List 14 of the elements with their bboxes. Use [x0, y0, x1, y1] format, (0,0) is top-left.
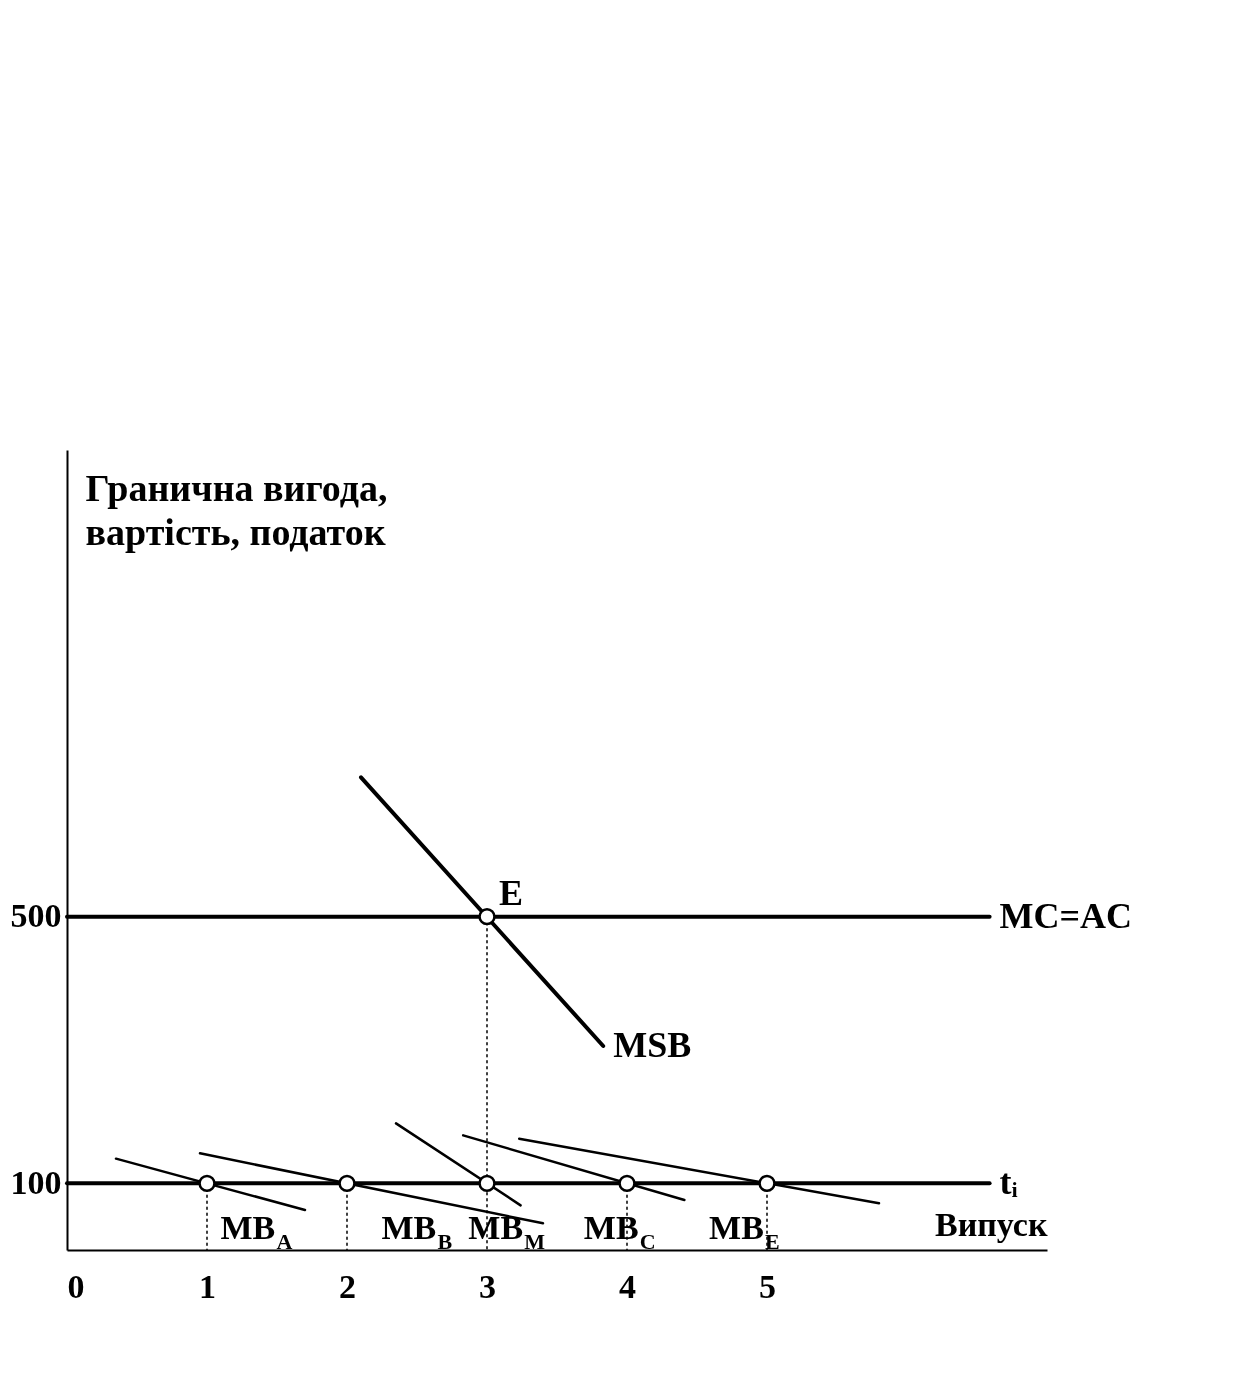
- x-tick-label: 5: [759, 1267, 776, 1305]
- series-label: MSB: [613, 1025, 692, 1065]
- x-tick-label: 3: [479, 1267, 496, 1305]
- x-axis-title: Випуск: [935, 1205, 1048, 1243]
- annotation: E: [499, 872, 524, 913]
- series-label: MC=AC: [999, 895, 1133, 936]
- y-axis-title: Гранична вигода, вартість, податок: [85, 466, 388, 553]
- x-tick-label: 2: [339, 1267, 356, 1305]
- y-tick-label: 100: [10, 1163, 62, 1201]
- x-tick-label: 0: [67, 1267, 85, 1305]
- series-label: tᵢ: [999, 1162, 1018, 1203]
- y-tick-label: 500: [10, 897, 62, 935]
- x-tick-label: 4: [619, 1267, 636, 1305]
- x-tick-label: 1: [199, 1267, 216, 1305]
